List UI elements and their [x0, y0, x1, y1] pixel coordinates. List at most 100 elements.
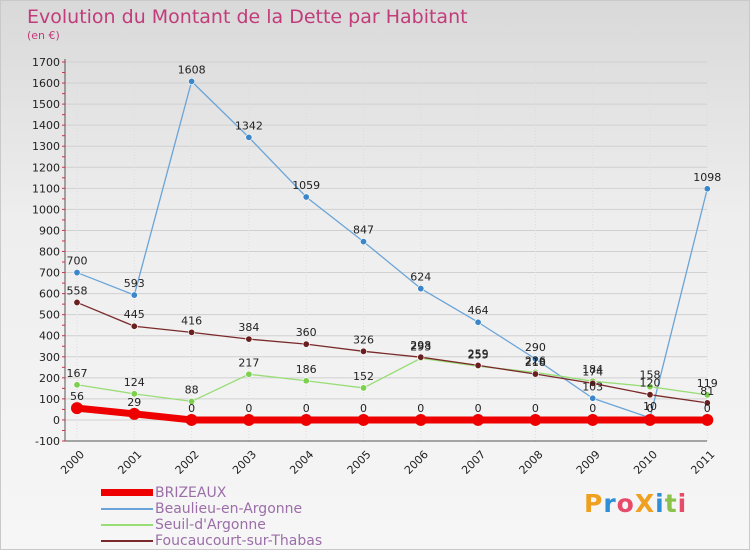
x-tick-label: 2000: [58, 448, 87, 477]
data-label: 847: [353, 224, 374, 237]
data-label: 88: [185, 383, 199, 396]
data-point: [300, 413, 313, 426]
data-label: 158: [640, 369, 661, 382]
data-point: [242, 413, 255, 426]
data-label: 120: [640, 377, 661, 390]
logo-letter: o: [616, 489, 635, 518]
data-point: [644, 413, 656, 426]
y-tick-label: 100: [39, 393, 60, 406]
data-point: [359, 347, 367, 355]
data-point: [529, 413, 542, 426]
data-labels: 56 29 0 0 0 0 0 0 0 0 0 070059316081342105984762446…: [67, 63, 722, 415]
data-label: 218: [525, 356, 546, 369]
data-label: 0: [360, 402, 367, 415]
data-label: 384: [238, 321, 259, 334]
x-tick-label: 2002: [173, 448, 202, 477]
data-label: 217: [238, 356, 259, 369]
x-tick-label: 2004: [287, 448, 316, 477]
data-label: 0: [417, 402, 424, 415]
data-point: [414, 413, 427, 426]
data-point: [128, 407, 141, 420]
data-point: [130, 390, 138, 398]
data-point: [359, 238, 367, 246]
data-label: 416: [181, 314, 202, 327]
legend-item: BRIZEAUX: [101, 485, 361, 501]
data-label: 29: [127, 396, 141, 409]
data-label: 0: [245, 402, 252, 415]
data-point: [703, 185, 711, 193]
data-point: [589, 379, 597, 387]
data-label: 0: [704, 402, 711, 415]
data-point: [302, 377, 310, 385]
x-tick-label: 2009: [574, 448, 603, 477]
data-label: 1059: [292, 179, 320, 192]
logo-letter: t: [664, 489, 678, 518]
data-point: [245, 133, 253, 141]
data-point: [701, 413, 714, 426]
data-label: 152: [353, 370, 374, 383]
data-point: [245, 335, 253, 343]
data-label: 186: [296, 363, 317, 376]
logo-letter: P: [584, 489, 604, 518]
y-tick-label: 1400: [32, 119, 60, 132]
data-label: 255: [468, 348, 489, 361]
y-tick-label: 700: [39, 267, 60, 280]
data-label: 0: [589, 402, 596, 415]
data-label: 259: [468, 347, 489, 360]
series-line: [76, 80, 708, 419]
data-point: [302, 340, 310, 348]
data-point: [188, 77, 196, 85]
data-label: 0: [188, 402, 195, 415]
y-tick-label: 300: [39, 351, 60, 364]
data-label: 124: [124, 376, 145, 389]
legend-swatch: [101, 540, 153, 542]
data-label: 445: [124, 308, 145, 321]
data-point: [472, 413, 485, 426]
y-tick-label: -100: [35, 435, 60, 448]
data-point: [185, 413, 198, 426]
data-point: [417, 353, 425, 361]
legend-label: Seuil-d'Argonne: [155, 517, 266, 533]
y-tick-label: 1700: [32, 56, 60, 69]
data-point: [245, 370, 253, 378]
data-label: 1342: [235, 119, 263, 132]
series-line: [76, 357, 708, 403]
data-point: [474, 318, 482, 326]
gridlines: [65, 61, 708, 442]
data-point: [359, 384, 367, 392]
series-line: [76, 404, 708, 424]
data-point: [531, 355, 539, 363]
legend-label: BRIZEAUX: [155, 485, 227, 501]
data-point: [589, 394, 597, 402]
data-label: 290: [525, 341, 546, 354]
data-label: 326: [353, 333, 374, 346]
x-tick-label: 2006: [402, 448, 431, 477]
y-tick-label: 1300: [32, 140, 60, 153]
data-label: 119: [697, 377, 718, 390]
logo-letter: i: [655, 489, 665, 518]
data-point: [646, 391, 654, 399]
data-label: 1098: [693, 171, 721, 184]
series-line: [76, 301, 708, 404]
data-point: [188, 397, 196, 405]
data-label: 293: [410, 340, 431, 353]
data-label: 174: [582, 365, 603, 378]
data-point: [302, 193, 310, 201]
x-tick-label: 2005: [345, 448, 374, 477]
data-label: 700: [67, 255, 88, 268]
y-tick-label: 800: [39, 246, 60, 259]
data-label: 103: [582, 380, 603, 393]
proxiti-logo: ProXiti: [584, 489, 687, 518]
y-tick-label: 900: [39, 224, 60, 237]
data-point: [357, 413, 370, 426]
data-label: 360: [296, 326, 317, 339]
data-point: [703, 391, 711, 399]
data-point: [73, 269, 81, 277]
legend-item: Seuil-d'Argonne: [101, 517, 361, 533]
y-tick-label: 400: [39, 330, 60, 343]
data-point: [73, 381, 81, 389]
data-point: [188, 328, 196, 336]
y-tick-label: 200: [39, 372, 60, 385]
x-tick-label: 2010: [631, 448, 660, 477]
